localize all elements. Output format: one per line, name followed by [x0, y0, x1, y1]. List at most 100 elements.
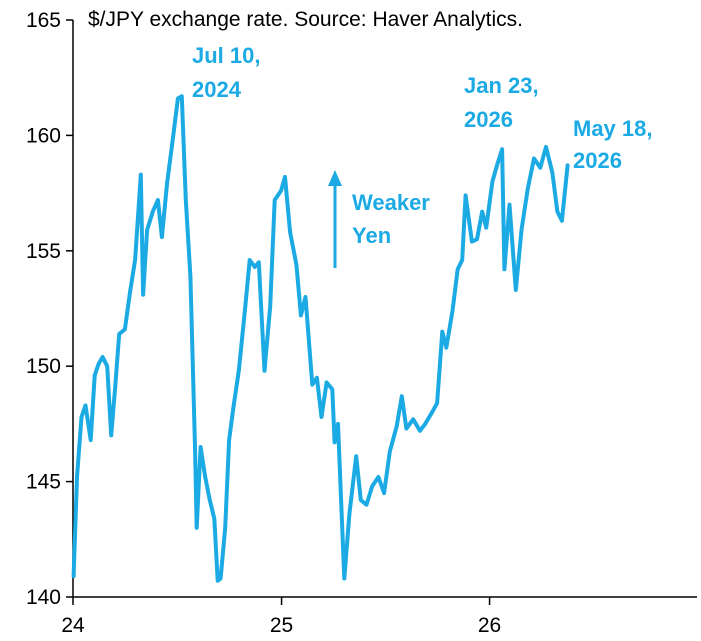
- data-point: [480, 210, 484, 214]
- annotation-line-1: May 18,: [573, 116, 653, 141]
- data-point: [97, 362, 101, 366]
- data-point: [325, 380, 329, 384]
- data-point: [451, 309, 455, 313]
- data-point: [160, 235, 164, 239]
- data-point: [490, 180, 494, 184]
- data-point: [342, 577, 346, 581]
- y-tick-label: 140: [26, 586, 61, 609]
- data-point: [423, 422, 427, 426]
- annotation-line-1: Weaker: [352, 190, 430, 215]
- data-point: [495, 163, 499, 167]
- data-point: [72, 574, 76, 578]
- data-point: [430, 410, 434, 414]
- data-point: [376, 475, 380, 479]
- data-point: [364, 503, 368, 507]
- annotation-line-2: Yen: [352, 223, 391, 248]
- data-point: [133, 258, 137, 262]
- data-point: [566, 163, 570, 167]
- data-point: [354, 454, 358, 458]
- data-point: [227, 438, 231, 442]
- data-point: [508, 203, 512, 207]
- data-point: [470, 240, 474, 244]
- data-point: [145, 228, 149, 232]
- data-point: [395, 424, 399, 428]
- data-point: [283, 175, 287, 179]
- data-point: [500, 147, 504, 151]
- data-point: [165, 182, 169, 186]
- data-point: [216, 579, 220, 583]
- data-point: [294, 263, 298, 267]
- data-point: [519, 228, 523, 232]
- data-point: [141, 293, 145, 297]
- data-point: [180, 94, 184, 98]
- data-point: [555, 210, 559, 214]
- series-points: [72, 94, 570, 583]
- data-point: [113, 385, 117, 389]
- annotation-line-1: Jul 10,: [192, 43, 260, 68]
- y-tick-label: 155: [26, 240, 61, 263]
- up-arrow-icon: [328, 170, 342, 186]
- data-point: [184, 198, 188, 202]
- data-point: [502, 267, 506, 271]
- data-point: [538, 166, 542, 170]
- data-point: [404, 427, 408, 431]
- data-point: [243, 307, 247, 310]
- data-point: [475, 237, 479, 241]
- data-point: [560, 219, 564, 223]
- data-point: [262, 369, 266, 373]
- data-point: [232, 403, 236, 407]
- data-point: [333, 440, 337, 444]
- data-point: [105, 364, 109, 368]
- data-point: [336, 422, 340, 426]
- data-point: [299, 313, 303, 317]
- data-point: [171, 138, 175, 142]
- data-point: [268, 304, 272, 308]
- y-tick-label: 165: [26, 9, 61, 32]
- data-point: [109, 433, 113, 437]
- x-tick-label: 25: [270, 614, 293, 637]
- data-point: [195, 526, 199, 530]
- data-point: [156, 198, 160, 202]
- data-point: [484, 226, 488, 230]
- y-tick-label: 150: [26, 355, 61, 378]
- data-point: [151, 210, 155, 214]
- data-point: [460, 258, 464, 262]
- data-point: [315, 376, 319, 380]
- data-point: [359, 498, 363, 502]
- y-tick-label: 145: [26, 471, 61, 494]
- data-point: [456, 267, 460, 271]
- data-point: [440, 330, 444, 334]
- series-line-usd-jpy: [71, 94, 570, 583]
- data-point: [382, 491, 386, 495]
- data-point: [75, 475, 79, 479]
- data-point: [84, 403, 88, 407]
- data-point: [304, 295, 308, 299]
- data-point: [199, 445, 203, 449]
- data-point: [550, 170, 554, 174]
- y-axis-ticks: 140 145 150 155 160 165: [26, 9, 73, 609]
- data-point: [400, 394, 404, 398]
- x-tick-label: 26: [478, 614, 501, 637]
- data-point: [208, 498, 212, 502]
- annotation-jan-23-2026: Jan 23, 2026: [464, 73, 539, 132]
- data-point: [273, 198, 277, 202]
- data-point: [80, 415, 84, 419]
- data-point: [212, 517, 216, 521]
- data-point: [223, 526, 227, 530]
- data-point: [288, 230, 292, 234]
- x-axis-ticks: 24 25 26: [61, 597, 501, 637]
- data-point: [188, 274, 192, 278]
- data-point: [128, 290, 132, 294]
- data-point: [248, 258, 252, 262]
- annotation-line-2: 2026: [573, 148, 622, 173]
- data-point: [123, 327, 127, 331]
- data-point: [310, 383, 314, 387]
- annotation-line-2: 2024: [192, 77, 242, 102]
- data-point: [253, 265, 257, 269]
- chart-title: $/JPY exchange rate. Source: Haver Analy…: [88, 8, 523, 31]
- data-point: [93, 373, 97, 377]
- data-point: [347, 512, 351, 516]
- data-point: [257, 260, 261, 264]
- data-point: [514, 288, 518, 292]
- annotation-line-2: 2026: [464, 107, 513, 132]
